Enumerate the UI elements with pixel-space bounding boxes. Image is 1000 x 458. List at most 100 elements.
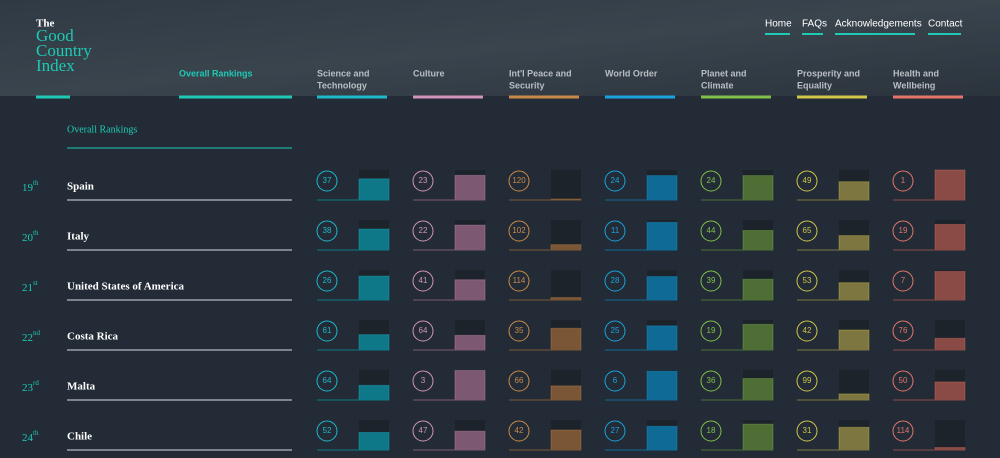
score-circle xyxy=(796,320,818,342)
logo-text: Country xyxy=(36,41,92,60)
score-label: 38 xyxy=(323,226,332,235)
tab-label[interactable]: Equality xyxy=(797,80,832,90)
score-label: 6 xyxy=(613,376,618,385)
tab-label[interactable]: Wellbeing xyxy=(893,80,935,90)
score-bar xyxy=(646,370,678,401)
rank-suffix: th xyxy=(33,179,39,187)
rank-number: 24 xyxy=(22,432,34,444)
score-circle xyxy=(604,170,626,192)
score-label: 114 xyxy=(513,276,526,285)
tab-label[interactable]: Technology xyxy=(317,80,367,90)
score-bar xyxy=(838,282,870,301)
score-label: 22 xyxy=(419,226,428,235)
country-name[interactable]: Malta xyxy=(67,381,96,393)
score-label: 28 xyxy=(611,276,620,285)
rank: 20th xyxy=(22,229,39,244)
score-label: 76 xyxy=(899,326,908,335)
score-label: 11 xyxy=(611,226,620,235)
country-name[interactable]: United States of America xyxy=(67,281,185,293)
score-bar xyxy=(646,221,678,251)
score-bar xyxy=(358,431,390,451)
score-label: 42 xyxy=(803,326,812,335)
score-bar xyxy=(358,228,390,251)
rank-suffix: nd xyxy=(33,329,41,337)
score-circle xyxy=(508,170,530,192)
score-label: 102 xyxy=(512,226,526,235)
tab-label[interactable]: Health and xyxy=(893,68,939,78)
score-bar xyxy=(646,276,678,301)
score-circle xyxy=(700,220,722,242)
tab-label[interactable]: Int'l Peace and xyxy=(509,68,572,78)
score-circle xyxy=(412,420,434,442)
score-circle xyxy=(892,420,914,442)
score-bar xyxy=(838,235,870,251)
score-label: 61 xyxy=(323,326,332,335)
nav-link[interactable]: Acknowledgements xyxy=(835,19,922,30)
score-bar xyxy=(838,426,870,451)
score-circle xyxy=(700,420,722,442)
score-bar xyxy=(454,334,486,351)
score-circle xyxy=(796,170,818,192)
country-name[interactable]: Spain xyxy=(67,181,94,193)
score-bar xyxy=(742,278,774,301)
rank: 19th xyxy=(22,179,39,194)
score-label: 7 xyxy=(901,276,906,285)
logo-text: The xyxy=(36,18,54,30)
rank: 21st xyxy=(22,279,38,294)
score-circle xyxy=(412,370,434,392)
rank-suffix: th xyxy=(33,429,39,437)
nav-link[interactable]: Contact xyxy=(928,19,963,30)
rank-number: 23 xyxy=(22,382,34,394)
tab-label[interactable]: World Order xyxy=(605,68,658,78)
score-circle xyxy=(892,170,914,192)
tab-label[interactable]: Planet and xyxy=(701,68,747,78)
tab-label[interactable]: Overall Rankings xyxy=(179,68,253,78)
nav-link[interactable]: Home xyxy=(765,19,792,30)
score-bar xyxy=(838,393,870,401)
score-label: 49 xyxy=(803,176,812,185)
score-circle xyxy=(316,420,338,442)
score-label: 66 xyxy=(515,376,524,385)
rank: 23rd xyxy=(22,379,39,394)
score-bar xyxy=(934,223,966,251)
score-bar xyxy=(358,275,390,301)
score-label: 65 xyxy=(803,226,812,235)
bar-track xyxy=(551,170,581,200)
score-circle xyxy=(316,170,338,192)
score-label: 25 xyxy=(611,326,620,335)
rank-number: 21 xyxy=(22,282,33,294)
tab-label[interactable]: Culture xyxy=(413,68,445,78)
country-name[interactable]: Costa Rica xyxy=(67,331,119,343)
score-circle xyxy=(796,220,818,242)
score-bar xyxy=(454,369,486,401)
score-label: 47 xyxy=(419,426,428,435)
rank-number: 19 xyxy=(22,182,34,194)
score-circle xyxy=(412,320,434,342)
score-label: 31 xyxy=(803,426,812,435)
logo-text: Index xyxy=(36,56,75,75)
country-name[interactable]: Italy xyxy=(67,231,90,243)
score-bar xyxy=(454,279,486,301)
nav-link[interactable]: FAQs xyxy=(802,19,827,30)
score-circle xyxy=(316,370,338,392)
score-label: 3 xyxy=(421,376,426,385)
score-label: 64 xyxy=(419,326,428,335)
tab-label[interactable]: Prosperity and xyxy=(797,68,860,78)
score-bar xyxy=(934,270,966,301)
score-circle xyxy=(700,270,722,292)
score-bar xyxy=(838,329,870,351)
score-label: 99 xyxy=(803,376,812,385)
score-circle xyxy=(316,220,338,242)
tab-label[interactable]: Security xyxy=(509,80,545,90)
score-bar xyxy=(742,323,774,351)
score-bar xyxy=(934,337,966,351)
score-label: 41 xyxy=(419,276,428,285)
rank-suffix: th xyxy=(33,229,39,237)
score-circle xyxy=(508,220,530,242)
score-circle xyxy=(892,220,914,242)
tab-label[interactable]: Science and xyxy=(317,68,370,78)
score-label: 37 xyxy=(323,176,332,185)
country-name[interactable]: Chile xyxy=(67,431,92,443)
score-circle xyxy=(892,370,914,392)
tab-label[interactable]: Climate xyxy=(701,80,734,90)
